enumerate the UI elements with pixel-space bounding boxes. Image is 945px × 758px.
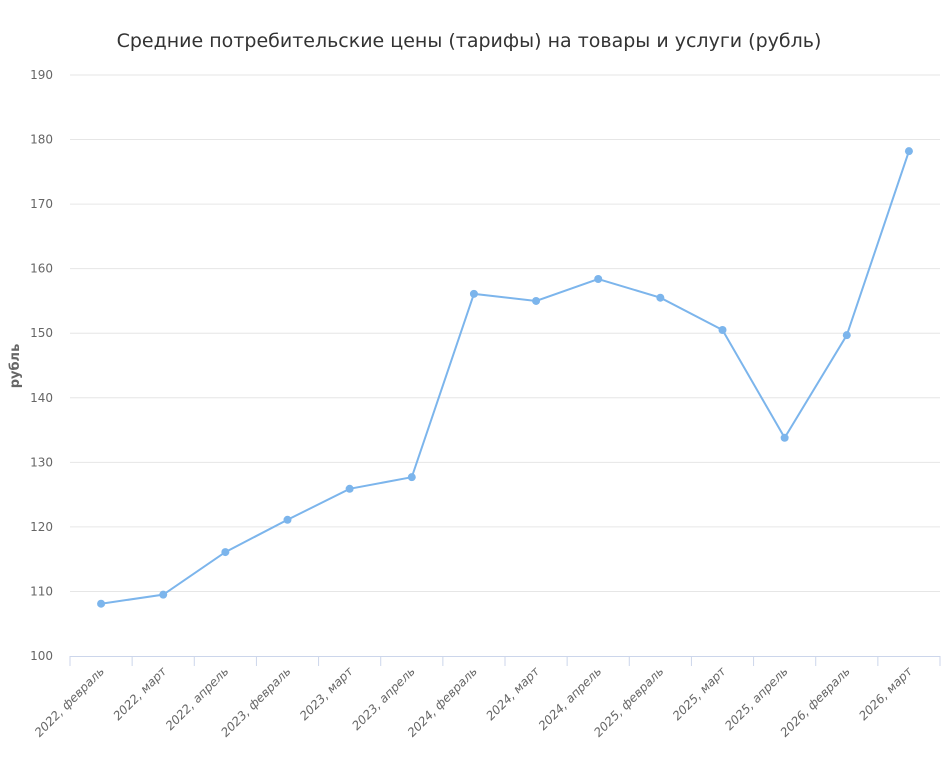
data-point[interactable] xyxy=(842,331,851,340)
data-point[interactable] xyxy=(97,599,106,608)
data-point[interactable] xyxy=(407,473,416,482)
x-tick-label: 2026, март xyxy=(856,664,916,724)
data-point[interactable] xyxy=(159,590,168,599)
x-tick-label: 2025, март xyxy=(670,664,730,724)
data-point[interactable] xyxy=(718,325,727,334)
x-tick-label: 2024, апрель xyxy=(536,664,605,733)
y-tick-label: 160 xyxy=(30,262,53,276)
data-point[interactable] xyxy=(594,274,603,283)
y-tick-label: 100 xyxy=(30,649,53,663)
data-point[interactable] xyxy=(904,147,913,156)
data-point[interactable] xyxy=(780,433,789,442)
x-tick-label: 2023, март xyxy=(297,664,357,724)
data-point[interactable] xyxy=(532,296,541,305)
series-line xyxy=(100,150,910,605)
y-tick-label: 180 xyxy=(30,133,53,147)
x-tick-label: 2022, апрель xyxy=(163,664,232,733)
y-tick-label: 190 xyxy=(30,68,53,82)
y-tick-label: 150 xyxy=(30,326,53,340)
chart-title: Средние потребительские цены (тарифы) на… xyxy=(117,30,822,52)
x-tick-label: 2022, март xyxy=(111,664,171,724)
y-tick-label: 110 xyxy=(30,584,53,598)
x-tick-label: 2025, апрель xyxy=(722,664,791,733)
data-point[interactable] xyxy=(469,289,478,298)
y-tick-label: 120 xyxy=(30,520,53,534)
data-point[interactable] xyxy=(345,484,354,493)
y-axis-label: рубль xyxy=(8,344,23,389)
x-tick-label: 2023, апрель xyxy=(349,664,418,733)
data-point[interactable] xyxy=(656,293,665,302)
y-tick-label: 170 xyxy=(30,197,53,211)
data-point[interactable] xyxy=(221,548,230,557)
x-tick-label: 2024, март xyxy=(483,664,543,724)
y-tick-label: 130 xyxy=(30,455,53,469)
x-tick-label: 2022, февраль xyxy=(32,664,107,739)
data-point[interactable] xyxy=(283,515,292,524)
y-tick-label: 140 xyxy=(30,391,53,405)
